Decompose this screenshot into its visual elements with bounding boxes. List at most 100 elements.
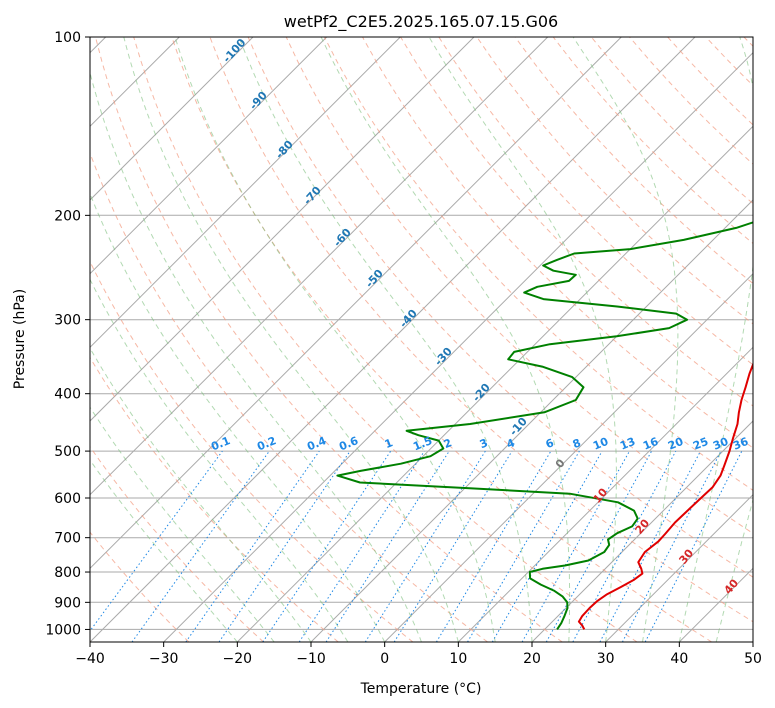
y-tick-label: 400 (54, 387, 81, 403)
moist-adiabat-line (90, 347, 312, 642)
plot-frame (89, 36, 754, 643)
isotherm-line (310, 199, 753, 642)
dry-adiabat-label: -60 (331, 226, 354, 250)
dry-adiabat-line (90, 260, 414, 642)
y-tick-label: 600 (54, 491, 81, 507)
dry-adiabat-line (514, 37, 753, 285)
y-tick-label: 800 (54, 565, 81, 581)
x-tick-label: −40 (75, 651, 105, 667)
dry-adiabat-line (438, 37, 753, 366)
isotherm-line (384, 272, 753, 642)
dry-adiabat-label: -80 (273, 138, 296, 162)
dry-adiabat-line (362, 37, 753, 449)
dry-adiabat-label: -40 (397, 307, 420, 331)
mixing-ratio-line (325, 450, 450, 642)
x-axis-label: Temperature (°C) (360, 681, 482, 697)
dry-adiabat-line (171, 37, 712, 642)
isotherm-line (236, 125, 753, 642)
isotherm-line (90, 37, 254, 201)
x-tick-label: 30 (597, 651, 615, 667)
dry-adiabat-line (705, 37, 753, 87)
x-tick-label: −20 (223, 651, 253, 667)
mixing-ratio-label: 2 (442, 436, 454, 451)
y-axis-label: Pressure (hPa) (12, 289, 28, 389)
moist-adiabat-line (572, 37, 679, 642)
sounding-series (336, 221, 753, 630)
dry-adiabat-line (743, 37, 753, 47)
y-tick-label: 300 (54, 313, 81, 329)
mixing-ratio-label: 0.1 (209, 434, 232, 453)
isotherm-line (90, 37, 475, 422)
mixing-ratio-label: 10 (591, 435, 610, 453)
moist-adiabat-label: 30 (676, 546, 696, 566)
moist-adiabat-line (715, 497, 753, 642)
isotherm-line (678, 567, 753, 642)
isotherm-line (752, 641, 753, 642)
x-tick-label: −10 (296, 651, 326, 667)
moist-adiabat-line (123, 37, 459, 642)
dry-adiabat-line (95, 37, 563, 642)
dry-adiabat-line (90, 531, 190, 642)
x-tick-label: 20 (523, 651, 541, 667)
mixing-ratio-label: 8 (571, 436, 583, 451)
mixing-ratio-line (364, 450, 486, 642)
dry-adiabat-line (90, 151, 488, 642)
mixing-ratio-label: 1 (383, 436, 395, 451)
dry-adiabat-line (90, 356, 339, 642)
mixing-ratio-label: 0.6 (337, 434, 360, 453)
y-tick-label: 200 (54, 208, 81, 224)
mixing-ratio-lines (90, 450, 743, 642)
mixing-ratio-line (467, 450, 580, 642)
mixing-ratio-label: 20 (666, 435, 685, 453)
moist-adiabat-label: 0 (553, 456, 568, 470)
moist-adiabat-label: 20 (632, 516, 652, 536)
y-axis-ticks: 100 200 300 400 500 600 700 800 900 1000 (45, 30, 90, 638)
mixing-ratio-label: 36 (731, 435, 750, 453)
moist-adiabat-line (320, 37, 571, 642)
dry-adiabat-label: -30 (432, 345, 455, 369)
moist-adiabat-line (428, 37, 617, 642)
mixing-ratio-line (521, 450, 630, 642)
mixing-ratio-line (218, 450, 351, 642)
moist-adiabat-line (174, 37, 496, 642)
mixing-ratio-label: 0.4 (305, 434, 328, 453)
mixing-ratio-line (90, 450, 223, 632)
dry-adiabat-lines (90, 37, 753, 642)
mixing-ratio-line (644, 450, 743, 642)
x-axis-ticks: −40 −30 −20 −10 0 10 20 30 40 50 (75, 642, 762, 667)
mixing-ratio-label: 1.5 (411, 434, 434, 453)
isotherm-line (457, 346, 753, 642)
moist-adiabat-line (238, 37, 533, 642)
moist-adiabat-lines (90, 37, 753, 642)
mixing-ratio-line (185, 450, 320, 642)
mixing-ratio-label: 13 (618, 435, 637, 453)
dry-adiabat-label: -70 (301, 184, 324, 208)
dry-adiabat-line (209, 37, 753, 623)
x-tick-label: 40 (670, 651, 688, 667)
isotherm-line (163, 51, 753, 642)
dry-adiabat-line (90, 445, 264, 642)
isotherm-line (605, 493, 753, 642)
moist-adiabat-line (90, 278, 349, 642)
moist-adiabat-line (90, 192, 386, 642)
mixing-ratio-line (435, 450, 552, 642)
y-tick-label: 500 (54, 444, 81, 460)
isotherm-line (90, 37, 549, 496)
y-tick-label: 700 (54, 531, 81, 547)
moist-adiabat-line (90, 459, 238, 642)
mixing-ratio-line (298, 450, 425, 642)
mixing-ratio-line (393, 450, 513, 642)
moist-adiabat-line (90, 70, 422, 642)
mixing-ratio-label: 25 (691, 435, 710, 453)
temperature-line (577, 361, 753, 630)
x-tick-label: 0 (380, 651, 389, 667)
y-tick-label: 100 (54, 30, 81, 46)
x-tick-label: −30 (149, 651, 179, 667)
mixing-ratio-line (491, 450, 603, 642)
moist-adiabat-label: 40 (721, 576, 741, 596)
moist-adiabat-line (752, 640, 753, 642)
isotherm-line (90, 37, 328, 275)
moist-adiabat-line (90, 406, 275, 642)
